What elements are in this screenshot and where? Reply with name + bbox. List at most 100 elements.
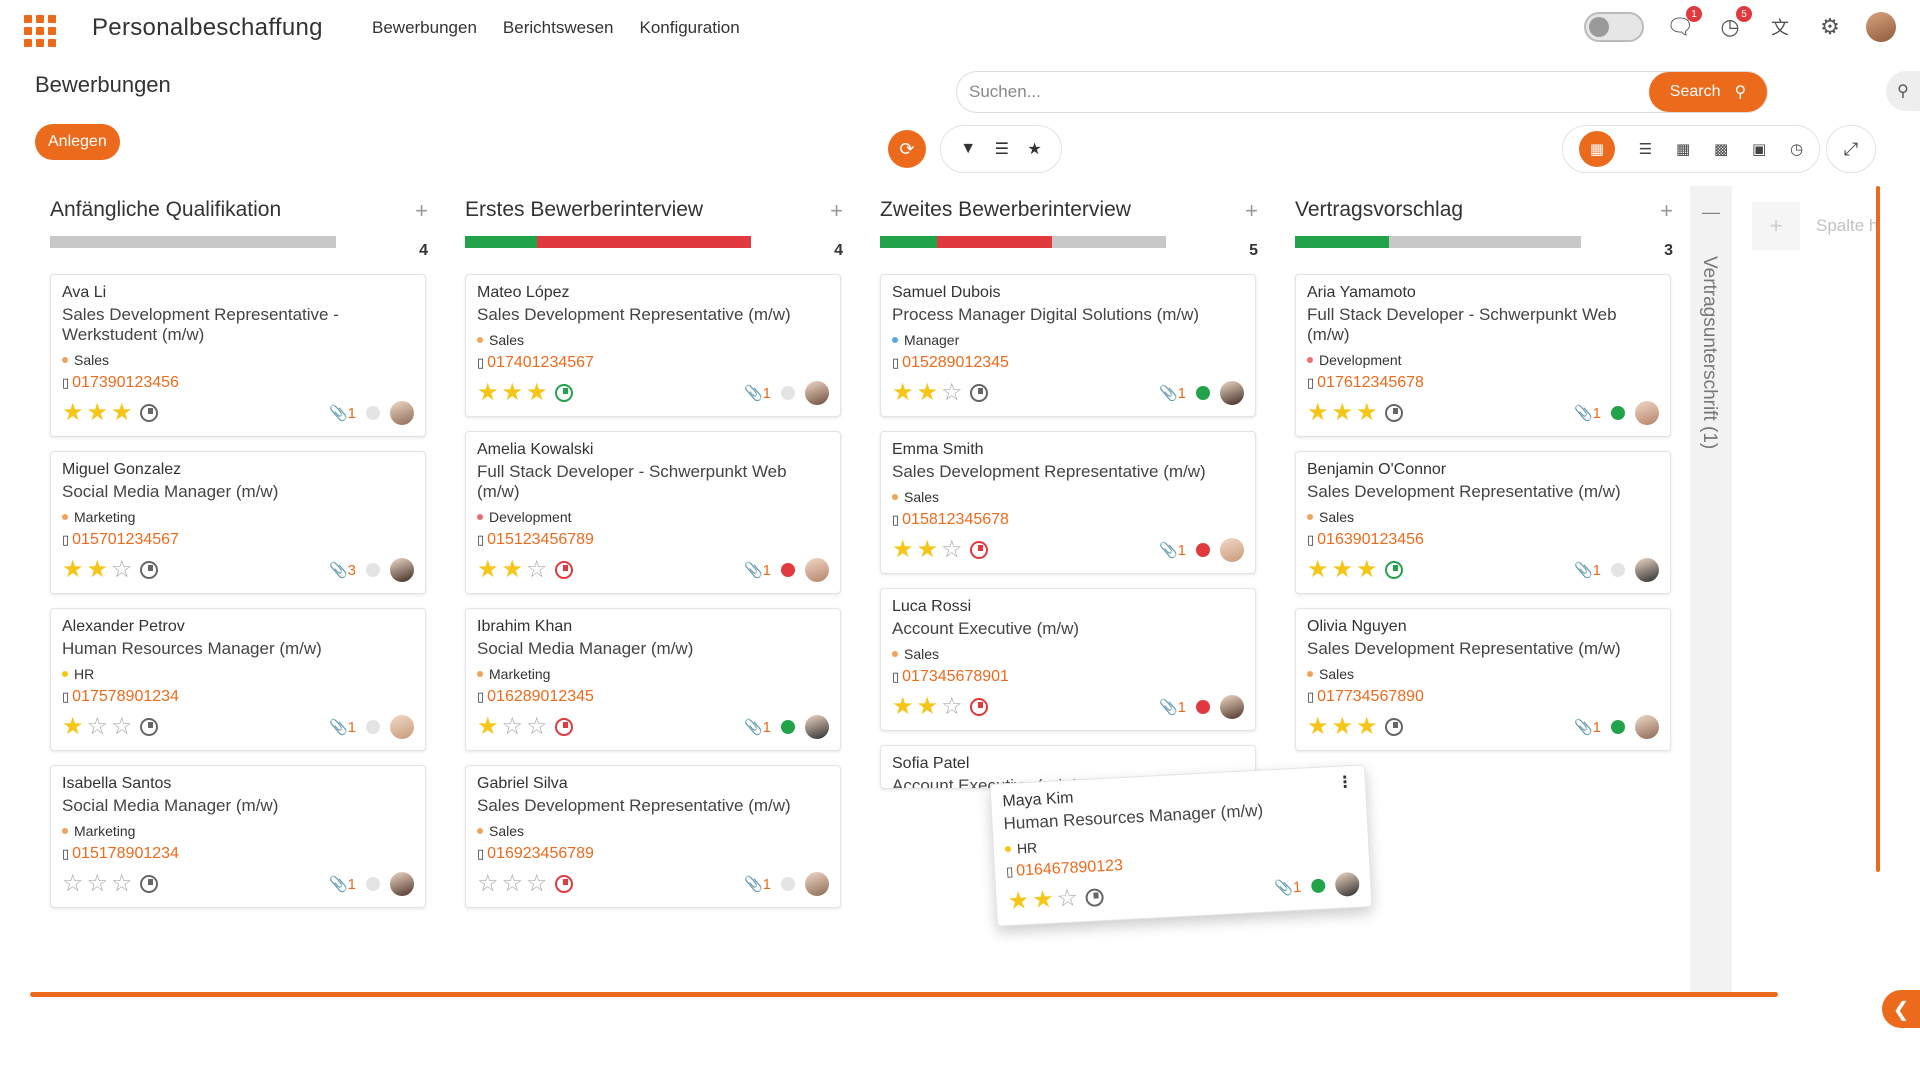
activity-clock-icon[interactable] [1384,561,1403,579]
phone-number[interactable]: 016390123456 [1317,531,1424,548]
attachment-count[interactable]: 📎1 [329,404,356,422]
phone[interactable]: ▯ 015123456789 [477,531,829,549]
star-icon[interactable]: ★ [1331,713,1354,740]
attachment-count[interactable]: 📎1 [1574,561,1601,579]
star-icon[interactable]: ★ [1031,885,1055,914]
avatar[interactable] [390,872,414,896]
star-icon[interactable]: ☆ [941,379,963,406]
progress-segment[interactable] [50,236,336,248]
column-progress-bar[interactable] [465,236,751,248]
status-dot[interactable] [1310,878,1326,894]
avatar[interactable] [1635,558,1659,582]
star-icon[interactable]: ★ [892,693,914,720]
priority-stars[interactable]: ☆ ☆ ☆ [62,872,133,896]
avatar[interactable] [805,558,829,582]
kanban-card[interactable]: Isabella Santos Social Media Manager (m/w… [50,765,426,908]
avatar[interactable] [1220,381,1244,405]
priority-stars[interactable]: ★ ★ ☆ [477,558,548,582]
attachment-count[interactable]: 📎1 [329,875,356,893]
star-icon[interactable]: ☆ [86,870,109,897]
star-icon[interactable]: ★ [1307,713,1329,740]
star-icon[interactable]: ★ [62,399,84,426]
horizontal-scrollbar[interactable] [30,992,1778,997]
column-progress-bar[interactable] [50,236,336,248]
star-icon[interactable]: ★ [477,713,499,740]
phone-number[interactable]: 016467890123 [1015,857,1124,880]
phone-number[interactable]: 015123456789 [487,531,594,548]
attachment-count[interactable]: 📎3 [329,561,356,579]
phone-number[interactable]: 016289012345 [487,688,594,705]
priority-stars[interactable]: ★ ☆ ☆ [62,715,133,739]
attachment-count[interactable]: 📎1 [744,561,771,579]
status-dot[interactable] [366,720,380,734]
phone[interactable]: ▯ 017734567890 [1307,688,1659,706]
menu-item-berichtswesen[interactable]: Berichtswesen [502,18,614,37]
activity-clock-icon[interactable] [139,561,158,579]
progress-segment[interactable] [1051,236,1166,248]
star-icon[interactable]: ☆ [941,693,963,720]
activity-clock-icon[interactable] [969,384,988,402]
phone[interactable]: ▯ 017401234567 [477,354,829,372]
phone-number[interactable]: 015812345678 [902,511,1009,528]
star-icon[interactable]: ★ [526,379,548,406]
search-button[interactable]: Search ⚲ [1649,72,1767,112]
activity-clock-icon[interactable] [554,718,573,736]
status-dot[interactable] [781,563,795,577]
star-icon[interactable]: ☆ [477,870,499,897]
phone-number[interactable]: 017578901234 [72,688,179,705]
phone-number[interactable]: 017734567890 [1317,688,1424,705]
star-icon[interactable]: ★ [916,536,939,563]
status-dot[interactable] [1196,700,1210,714]
star-icon[interactable]: ★ [1331,556,1354,583]
avatar[interactable] [390,401,414,425]
star-icon[interactable]: ☆ [111,870,133,897]
activity-clock-icon[interactable] [969,541,988,559]
phone[interactable]: ▯ 017578901234 [62,688,414,706]
activity-clock-icon[interactable] [554,875,573,893]
star-icon[interactable]: ★ [1307,399,1329,426]
star-icon[interactable]: ★ [892,536,914,563]
star-icon[interactable]: ★ [1356,399,1378,426]
activity-clock-icon[interactable] [554,561,573,579]
star-icon[interactable]: ★ [477,379,499,406]
phone[interactable]: ▯ 017390123456 [62,374,414,392]
progress-segment[interactable] [465,236,537,248]
kanban-card[interactable]: Emma Smith Sales Development Representati… [880,431,1256,574]
avatar[interactable] [1334,871,1360,897]
phone[interactable]: ▯ 016390123456 [1307,531,1659,549]
avatar[interactable] [1220,695,1244,719]
phone-number[interactable]: 015178901234 [72,845,179,862]
menu-item-bewerbungen[interactable]: Bewerbungen [372,18,477,37]
avatar[interactable] [1635,715,1659,739]
phone-number[interactable]: 015701234567 [72,531,179,548]
status-dot[interactable] [781,386,795,400]
kanban-card[interactable]: Ava Li Sales Development Representative -… [50,274,426,437]
grid-icon[interactable] [24,15,56,47]
attachment-count[interactable]: 📎1 [1274,878,1302,897]
avatar[interactable] [805,381,829,405]
activity-clock-icon[interactable] [139,718,158,736]
attachment-count[interactable]: 📎1 [1159,698,1186,716]
kanban-card[interactable]: Benjamin O'Connor Sales Development Repre… [1295,451,1671,594]
dragged-card[interactable]: ⋮ Maya Kim Human Resources Manager (m/w) H… [989,764,1373,927]
activity-clock-icon[interactable] [1384,404,1403,422]
attachment-count[interactable]: 📎1 [1159,384,1186,402]
activity-clock-icon[interactable] [139,404,158,422]
phone[interactable]: ▯ 015178901234 [62,845,414,863]
star-icon[interactable]: ☆ [1055,884,1079,913]
expand-icon[interactable]: ⤢ [1826,125,1876,173]
zoom-icon[interactable]: ⚲ [1886,71,1920,111]
add-column[interactable]: + Spalte h [1752,202,1878,250]
dark-mode-toggle[interactable] [1584,12,1644,42]
kanban-card[interactable]: Mateo López Sales Development Representat… [465,274,841,417]
column-progress-bar[interactable] [880,236,1166,248]
add-card-icon[interactable]: + [1245,198,1258,223]
phone[interactable]: ▯ 016289012345 [477,688,829,706]
status-dot[interactable] [366,877,380,891]
phone[interactable]: ▯ 017612345678 [1307,374,1659,392]
attachment-count[interactable]: 📎1 [744,384,771,402]
activity-icon[interactable]: ◷ [1789,141,1804,158]
progress-segment[interactable] [1295,236,1390,248]
clock-icon[interactable]: ◷ 5 [1716,6,1752,41]
progress-segment[interactable] [1389,236,1581,248]
